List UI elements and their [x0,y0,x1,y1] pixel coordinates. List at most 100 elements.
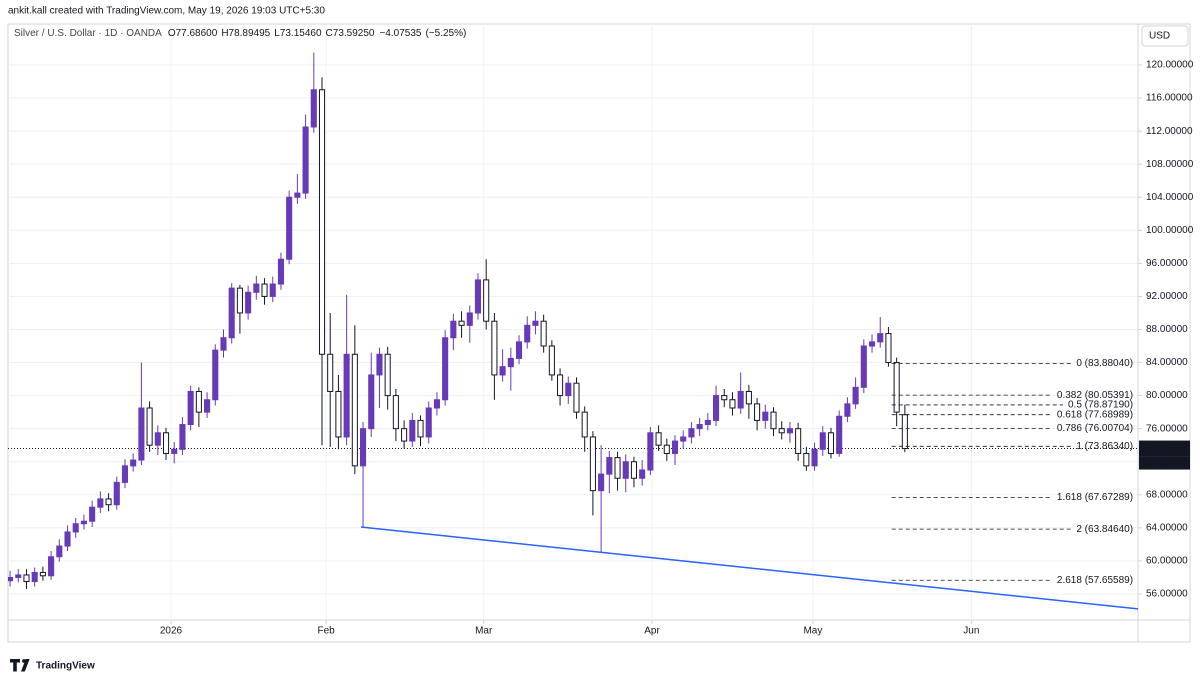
y-tick-label: 104.00000 [1146,192,1194,203]
countdown-box [1139,456,1190,470]
y-tick-label: 96.00000 [1146,258,1188,269]
candle-body [376,353,383,376]
candle-body [704,419,711,426]
fib-label: 1.618 (67.67289) [1057,492,1133,503]
candle-body [721,395,728,401]
y-tick-label: 88.00000 [1146,324,1188,335]
currency[interactable]: USD [1149,31,1170,42]
brand-icon-dot [22,659,26,663]
fib-label: 0.5 (78.87190) [1068,400,1133,411]
candle-body [836,415,843,454]
candle-body [630,461,637,479]
candle-body [171,448,178,454]
candle-body [737,390,744,409]
candle-body [868,341,876,347]
candle-body [852,386,859,405]
y-tick-label: 112.00000 [1146,126,1193,137]
candle-body [138,407,145,461]
candle-body [713,395,720,421]
candle-body [146,407,153,446]
candle-body [39,571,46,577]
candle-body [589,436,596,492]
y-tick-label: 120.00000 [1146,60,1194,71]
candle-body [655,432,662,446]
candle-body [277,258,285,285]
candle-body [245,291,252,314]
candle-body [294,192,301,198]
candle-body [614,457,621,479]
legend-title: Silver / U.S. Dollar · 1D · OANDA [14,28,162,39]
candle-body [130,459,137,467]
candle-body [598,473,605,492]
y-tick-label: 92.00000 [1146,291,1188,302]
candle-body [212,349,219,401]
candle-body [606,457,613,475]
candle-body [532,320,539,326]
candle-body [15,574,22,578]
candle-body [450,320,457,339]
candle-body [80,520,87,525]
candle-body [327,353,334,392]
candle-body [204,399,211,413]
candle-body [360,428,367,467]
y-tick-label: 116.00000 [1146,93,1193,104]
x-tick-label: Feb [317,626,335,637]
candle-body [154,432,161,446]
legend-ohlc: H78.89495 [221,28,270,39]
candle-body [236,287,243,314]
candle-body [286,196,293,260]
x-tick-label: May [803,626,822,637]
candle-body [343,353,350,438]
legend-change: −4.07535 [379,28,421,39]
candle-body [113,481,120,506]
legend-ohlc: L73.15460 [274,28,322,39]
candle-body [195,390,202,413]
candle-body [425,407,432,438]
candle-body [302,126,309,194]
candle-body [97,498,104,508]
candle-body [548,345,555,376]
candle-body [581,411,588,438]
legend-ohlc: C73.59250 [326,28,375,39]
candle-body [228,287,235,339]
candle-body [844,403,851,417]
brand: TradingView [36,661,95,672]
candle-body [318,89,326,355]
legend-change-pct: (−5.25%) [425,28,466,39]
candle-body [795,428,802,454]
candle-body [885,333,892,364]
candle-body [515,341,523,359]
candle-body [368,374,375,430]
candle-body [121,465,129,483]
candle-body [639,469,646,479]
candle-body [409,419,416,442]
candle-body [507,357,514,368]
y-tick-label: 56.00000 [1146,589,1188,600]
candle-body [540,320,547,347]
candle-body [893,362,900,413]
candle-body [860,345,867,388]
candle-body [827,432,835,454]
candle-body [778,428,785,434]
candle-body [269,283,276,297]
y-tick-label: 100.00000 [1146,225,1194,236]
candle-body [56,545,63,558]
candle-body [351,353,358,467]
candle-body [261,283,268,297]
candle-body [786,428,793,434]
candle-body [72,523,79,533]
legend: Silver / U.S. Dollar · 1D · OANDA O77.686… [14,28,466,39]
y-tick-label: 80.00000 [1146,390,1188,401]
candle-body [745,390,752,405]
candle-body [31,571,38,583]
y-tick-label: 84.00000 [1146,357,1188,368]
candle-body [770,411,777,430]
candle-body [729,399,736,409]
candle-body [573,382,580,413]
currency-button[interactable] [1141,25,1189,47]
candle-body [401,428,408,442]
candle-body [565,382,572,397]
candle-body [671,440,679,454]
